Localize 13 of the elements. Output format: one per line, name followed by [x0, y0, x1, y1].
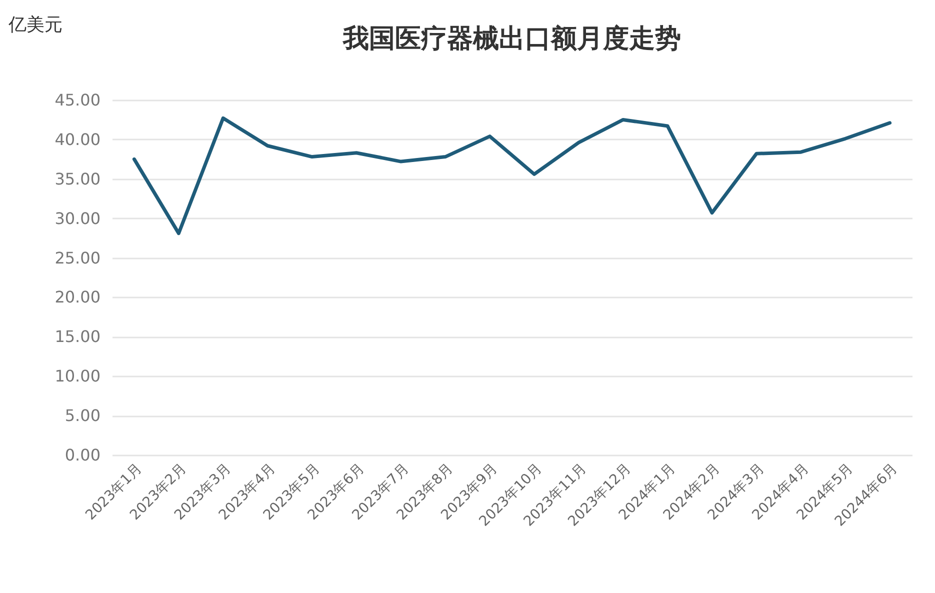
y-tick-label: 20.00: [54, 288, 100, 307]
y-tick-label: 5.00: [64, 406, 100, 426]
y-tick-label: 0.00: [64, 446, 100, 464]
y-tick-label: 40.00: [54, 130, 100, 149]
y-tick-label: 45.00: [54, 90, 100, 110]
y-axis-title: 亿美元: [8, 14, 62, 36]
y-tick-label: 35.00: [54, 169, 100, 188]
y-tick-label: 10.00: [54, 366, 100, 386]
y-tick-label: 30.00: [54, 208, 100, 228]
chart-title: 我国医疗器械出口额月度走势: [342, 24, 681, 54]
y-tick-label: 15.00: [54, 327, 100, 346]
line-series: [132, 116, 892, 236]
y-tick-label: 25.00: [54, 248, 100, 268]
